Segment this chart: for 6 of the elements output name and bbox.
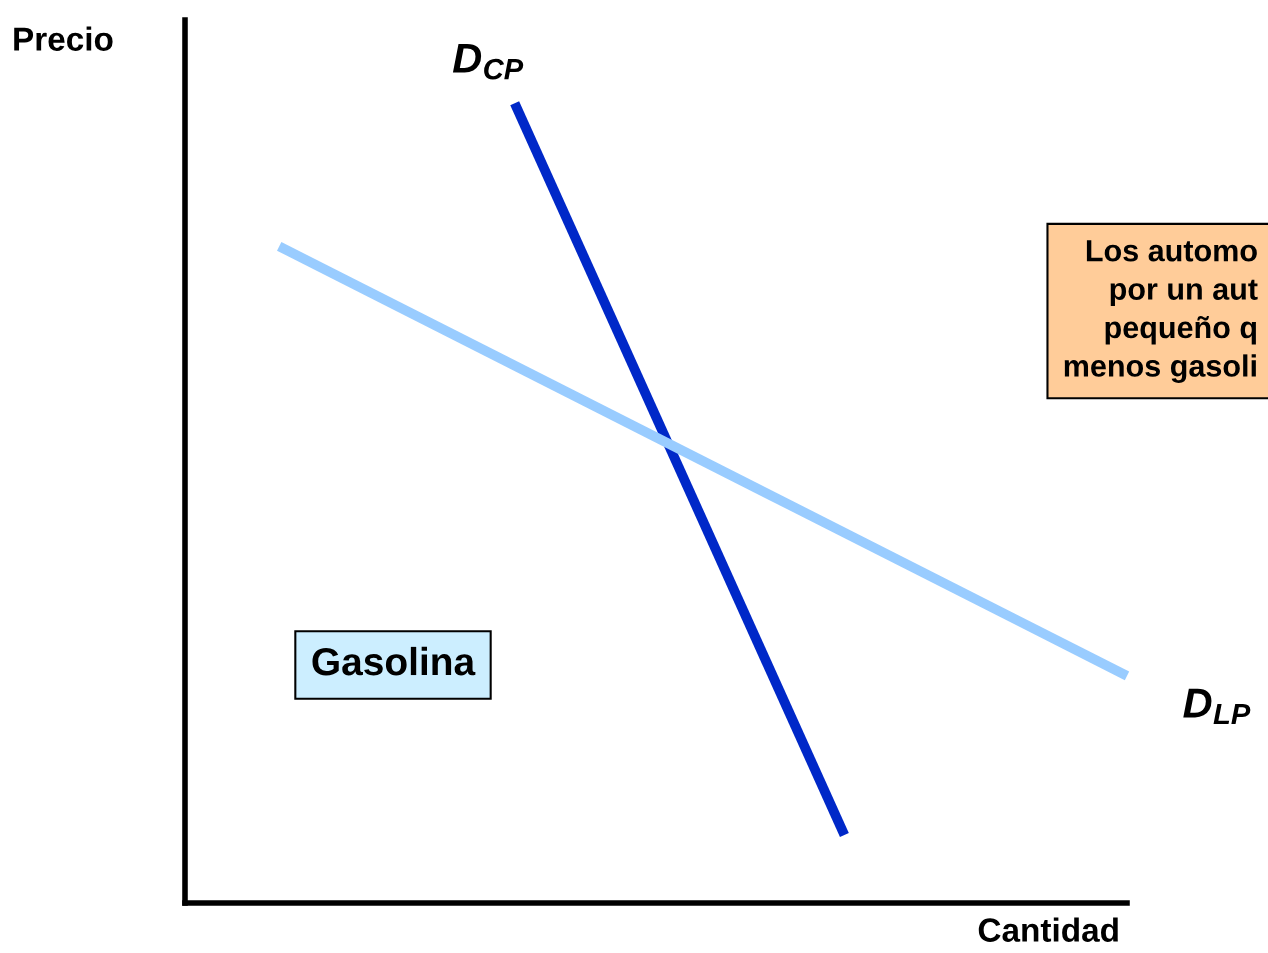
annotation: Gasolina: [312, 646, 476, 676]
series-label: D$_{CP}$: [452, 43, 524, 80]
annotation: Los automo por un aut pequeño q menos gasoli: [1064, 240, 1258, 383]
y-axis-title: Precio: [14, 26, 113, 51]
series-label: D$_{LP}$: [1183, 688, 1251, 725]
x-axis-title: Cantidad: [978, 917, 1118, 942]
